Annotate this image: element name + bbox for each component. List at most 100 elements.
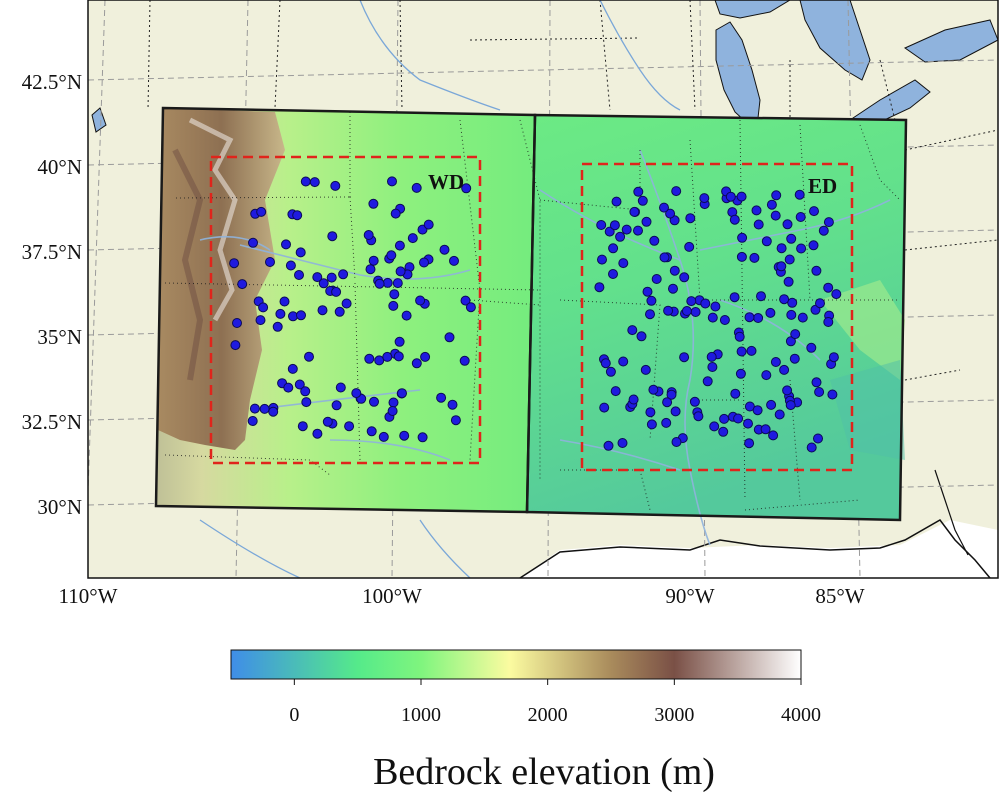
station-marker bbox=[734, 331, 745, 342]
colorbar: 0 1000 2000 3000 4000 Bedrock elevation (m) bbox=[230, 649, 821, 793]
station-marker bbox=[766, 399, 777, 410]
station-marker bbox=[447, 399, 458, 410]
station-marker bbox=[322, 416, 333, 427]
rivers-outside bbox=[199, 0, 681, 578]
station-marker bbox=[671, 186, 682, 197]
station-marker bbox=[275, 308, 286, 319]
station-marker bbox=[318, 278, 329, 289]
station-marker bbox=[710, 301, 721, 312]
station-marker bbox=[292, 210, 303, 221]
station-marker bbox=[768, 430, 779, 441]
station-marker bbox=[699, 193, 710, 204]
station-marker bbox=[706, 351, 717, 362]
station-marker bbox=[394, 240, 405, 251]
station-marker bbox=[256, 206, 267, 217]
station-marker bbox=[831, 289, 842, 300]
station-marker bbox=[387, 406, 398, 416]
station-marker bbox=[610, 386, 621, 397]
station-marker bbox=[736, 346, 747, 357]
station-marker bbox=[684, 241, 695, 252]
station-marker bbox=[718, 426, 729, 437]
station-marker bbox=[736, 191, 747, 202]
station-marker bbox=[641, 216, 652, 227]
station-marker bbox=[304, 351, 314, 362]
latitude-ticks: 42.5°N 40°N 37.5°N 35°N 32.5°N 30°N bbox=[22, 70, 82, 519]
station-marker bbox=[388, 300, 399, 311]
station-marker bbox=[665, 208, 676, 219]
station-marker bbox=[618, 258, 629, 269]
station-marker bbox=[709, 421, 720, 432]
station-marker bbox=[786, 309, 797, 320]
station-marker bbox=[659, 202, 669, 213]
station-marker bbox=[637, 195, 648, 206]
station-marker bbox=[823, 282, 834, 293]
station-marker bbox=[663, 305, 674, 316]
colorbar-title: Bedrock elevation (m) bbox=[373, 751, 715, 793]
station-marker bbox=[331, 286, 342, 297]
station-marker bbox=[628, 394, 639, 405]
station-marker bbox=[645, 309, 655, 320]
station-marker bbox=[461, 183, 472, 194]
station-marker bbox=[331, 400, 342, 411]
station-marker bbox=[776, 243, 787, 254]
station-marker bbox=[646, 419, 657, 430]
colorbar-tick-label: 0 bbox=[289, 704, 299, 726]
station-marker bbox=[389, 289, 400, 300]
station-marker bbox=[390, 208, 401, 219]
station-marker bbox=[368, 255, 379, 266]
station-marker bbox=[662, 397, 673, 408]
station-marker bbox=[783, 276, 794, 287]
colorbar-tick-label: 4000 bbox=[781, 704, 821, 726]
station-marker bbox=[605, 366, 616, 377]
station-marker bbox=[646, 295, 657, 306]
station-marker bbox=[621, 224, 632, 235]
station-marker bbox=[765, 307, 776, 318]
station-marker bbox=[232, 318, 242, 328]
lat-tick-40: 40°N bbox=[37, 155, 82, 179]
station-marker bbox=[787, 297, 798, 308]
station-marker bbox=[648, 384, 659, 395]
region-box-wd bbox=[209, 155, 482, 465]
station-marker bbox=[465, 302, 476, 313]
domain-outlines bbox=[154, 106, 908, 522]
station-marker bbox=[666, 389, 677, 400]
station-marker bbox=[790, 329, 801, 340]
station-marker bbox=[661, 417, 672, 428]
lon-tick-90: 90°W bbox=[665, 584, 714, 608]
station-marker bbox=[744, 312, 755, 323]
station-marker bbox=[411, 182, 422, 193]
station-marker bbox=[770, 357, 781, 367]
station-marker bbox=[611, 196, 622, 207]
station-marker bbox=[237, 279, 248, 290]
station-marker bbox=[326, 272, 337, 283]
station-marker bbox=[603, 440, 614, 451]
east-domain-outline bbox=[525, 113, 908, 522]
station-marker bbox=[394, 336, 405, 347]
station-marker bbox=[297, 421, 308, 432]
station-marker bbox=[700, 298, 711, 309]
station-marker bbox=[795, 212, 806, 222]
lon-tick-85: 85°W bbox=[815, 584, 864, 608]
colorbar-tick-label: 2000 bbox=[528, 704, 568, 726]
station-marker bbox=[392, 278, 403, 289]
station-marker bbox=[827, 389, 838, 400]
station-marker bbox=[823, 317, 834, 327]
station-marker bbox=[309, 177, 320, 188]
lake-huron bbox=[799, 0, 871, 81]
station-marker bbox=[813, 433, 823, 444]
station-marker bbox=[597, 254, 607, 265]
station-marker bbox=[737, 232, 748, 243]
station-marker bbox=[649, 235, 660, 246]
station-marker bbox=[779, 294, 790, 305]
station-marker bbox=[366, 426, 377, 437]
station-markers bbox=[229, 176, 842, 453]
station-marker bbox=[815, 298, 825, 309]
station-marker bbox=[806, 342, 817, 353]
station-marker bbox=[247, 416, 258, 426]
station-marker bbox=[753, 313, 764, 323]
station-marker bbox=[283, 382, 294, 393]
station-marker bbox=[281, 239, 291, 250]
station-marker bbox=[730, 388, 741, 399]
station-marker bbox=[335, 382, 346, 393]
station-marker bbox=[420, 351, 431, 362]
